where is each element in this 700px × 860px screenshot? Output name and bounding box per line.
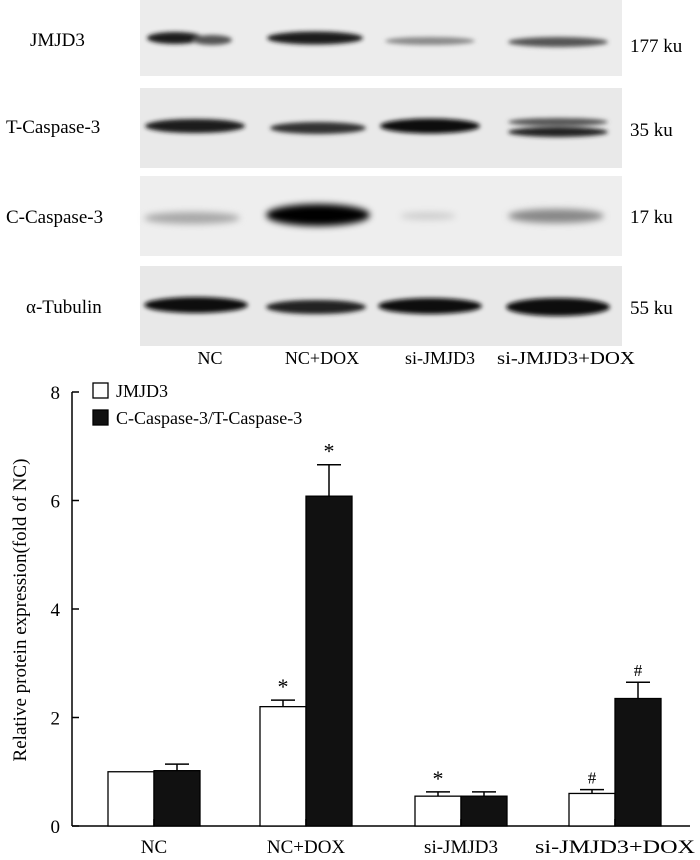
blot-size-jmjd3: 177 ku [630, 36, 683, 57]
band [147, 32, 203, 44]
x-tick-label: si-JMJD3 [424, 837, 498, 858]
bands-jmjd3 [147, 31, 608, 47]
band [385, 37, 475, 45]
x-axis-ticks: NC NC+DOX si-JMJD3 si-JMJD3+DOX [141, 819, 695, 858]
y-axis-label: Relative protein expression(fold of NC) [10, 459, 31, 762]
legend-label-jmjd3: JMJD3 [116, 381, 168, 401]
y-tick-label: 6 [51, 492, 61, 513]
blot-label-c-caspase-3: C-Caspase-3 [6, 207, 103, 228]
blot-lane-si-jmjd3-dox: si-JMJD3+DOX [497, 348, 635, 368]
band [508, 209, 604, 223]
bar-caspase-ratio [305, 495, 353, 827]
blot-lane-si-jmjd3: si-JMJD3 [405, 348, 475, 368]
bars: * * # * # [107, 439, 662, 827]
band [508, 127, 608, 137]
band [266, 204, 370, 226]
legend-label-caspase-ratio: C-Caspase-3/T-Caspase-3 [116, 408, 302, 428]
bar-jmjd3 [568, 792, 616, 827]
bar-caspase-ratio [153, 770, 201, 827]
band [144, 297, 248, 313]
bar-caspase-ratio [460, 795, 508, 827]
y-tick-label: 4 [51, 600, 61, 621]
blot-size-tubulin: 55 ku [630, 298, 673, 319]
significance-marker: * [433, 766, 444, 791]
bands-tubulin [144, 297, 610, 316]
blot-size-c-caspase-3: 17 ku [630, 207, 673, 228]
band [267, 31, 363, 45]
band [378, 298, 482, 314]
band [508, 37, 608, 47]
western-blot: JMJD3 T-Caspase-3 C-Caspase-3 α-Tubulin … [6, 0, 683, 368]
x-tick-label: si-JMJD3+DOX [535, 837, 695, 858]
significance-marker: # [634, 661, 643, 680]
band [400, 212, 456, 220]
significance-marker: # [588, 769, 597, 788]
band [145, 119, 245, 133]
blot-size-t-caspase-3: 35 ku [630, 120, 673, 141]
y-tick-label: 0 [51, 817, 61, 838]
blot-label-t-caspase-3: T-Caspase-3 [6, 117, 100, 138]
band [508, 118, 608, 126]
band [192, 35, 232, 45]
band [144, 212, 240, 224]
bands-t-caspase-3 [145, 118, 608, 137]
band [266, 300, 366, 314]
legend: JMJD3 C-Caspase-3/T-Caspase-3 [92, 381, 302, 428]
bar-jmjd3 [259, 706, 307, 827]
bar-jmjd3 [107, 771, 155, 827]
band [270, 122, 366, 134]
blot-strips [140, 0, 622, 346]
bar-chart: Relative protein expression(fold of NC) … [10, 381, 695, 858]
blot-label-jmjd3: JMJD3 [30, 30, 85, 51]
bar-caspase-ratio [614, 697, 662, 827]
blot-label-tubulin: α-Tubulin [26, 297, 102, 318]
bar-jmjd3 [414, 795, 462, 827]
blot-lane-nc-dox: NC+DOX [285, 348, 359, 368]
y-tick-label: 8 [51, 383, 61, 404]
y-axis-ticks: 0 2 4 6 8 [51, 383, 79, 838]
band [506, 298, 610, 316]
bands-c-caspase-3 [144, 204, 604, 226]
x-tick-label: NC [141, 837, 167, 858]
legend-swatch-caspase-ratio [92, 409, 109, 426]
blot-lane-nc: NC [197, 348, 222, 368]
y-tick-label: 2 [51, 709, 61, 730]
significance-marker: * [278, 674, 289, 699]
band [380, 118, 480, 134]
legend-swatch-jmjd3 [92, 382, 109, 399]
significance-marker: * [324, 439, 335, 464]
x-tick-label: NC+DOX [267, 837, 346, 858]
